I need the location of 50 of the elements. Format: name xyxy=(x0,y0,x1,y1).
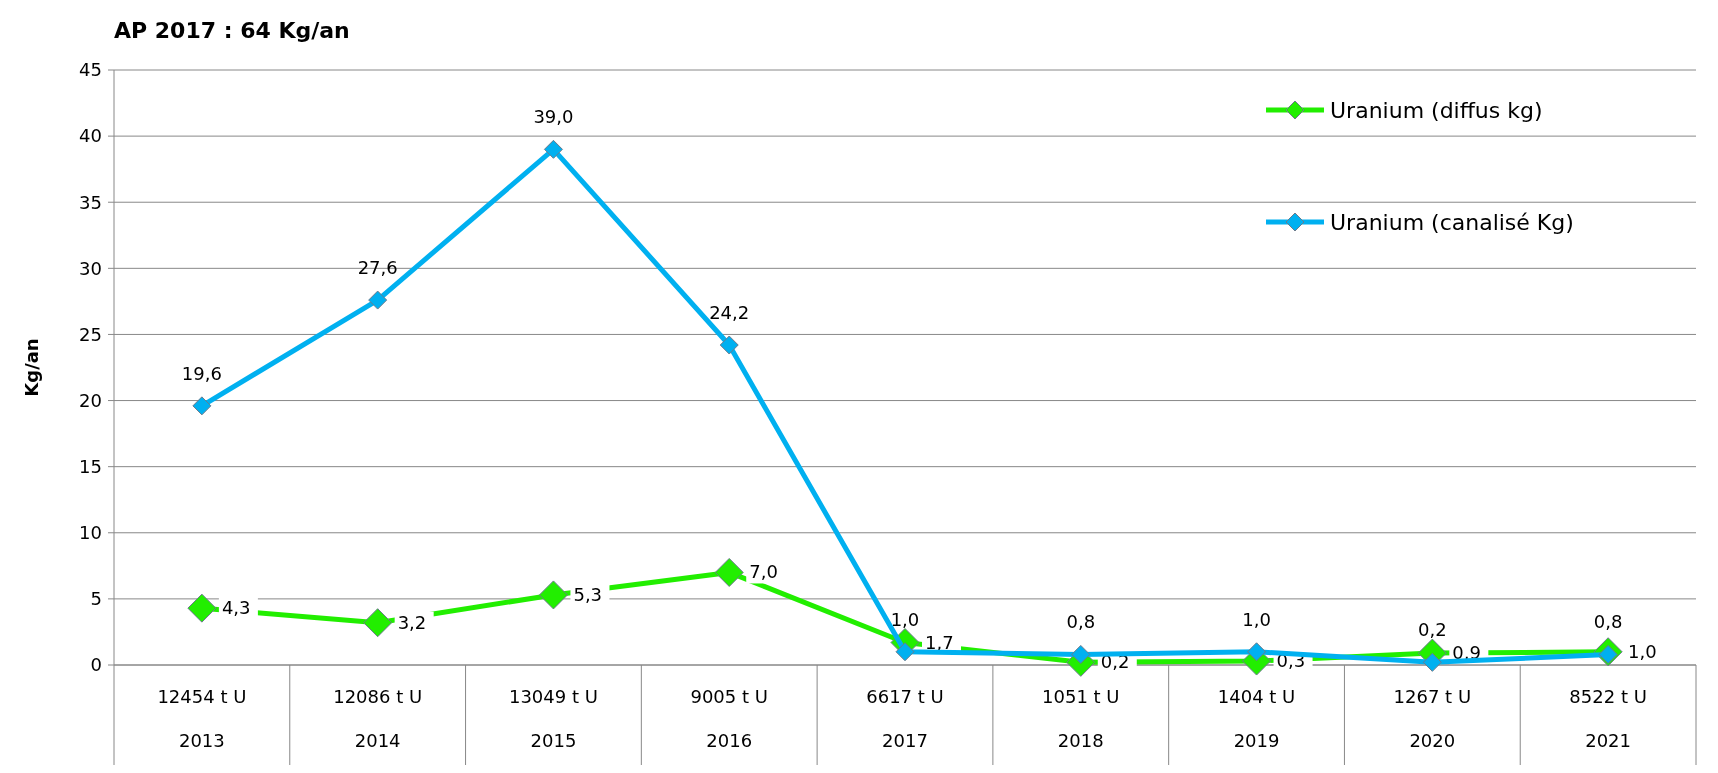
data-label: 27,6 xyxy=(357,257,398,279)
category-label: 12454 t U 2013 xyxy=(157,686,247,751)
data-label: 3,2 xyxy=(397,611,427,633)
data-label: 0,8 xyxy=(1066,611,1096,633)
data-label: 39,0 xyxy=(533,106,574,128)
data-label: 1,0 xyxy=(890,608,920,630)
chart-title: AP 2017 : 64 Kg/an xyxy=(114,18,350,43)
y-tick-label: 35 xyxy=(79,191,102,213)
category-label: 9005 t U 2016 xyxy=(690,686,768,751)
category-label: 6617 t U 2017 xyxy=(866,686,944,751)
data-label: 1,7 xyxy=(925,631,954,653)
data-label: 0,8 xyxy=(1593,611,1623,633)
legend-label: Uranium (canalisé Kg) xyxy=(1330,209,1574,235)
point xyxy=(1071,644,1091,664)
point xyxy=(1247,642,1267,662)
data-label: 1,0 xyxy=(1242,608,1271,630)
category-label: 1051 t U 2018 xyxy=(1042,686,1120,751)
y-tick-label: 10 xyxy=(79,522,102,544)
category-label: 1267 t U 2020 xyxy=(1393,686,1472,751)
point xyxy=(1422,652,1442,672)
point xyxy=(538,580,568,610)
data-label: 1,0 xyxy=(1628,640,1657,662)
point xyxy=(192,396,212,416)
data-label: 24,2 xyxy=(709,302,750,324)
category-label: 13049 t U 2015 xyxy=(508,686,598,751)
y-tick-label: 5 xyxy=(90,588,102,610)
point xyxy=(714,557,744,587)
legend-label: Uranium (diffus kg) xyxy=(1330,97,1543,123)
data-label: 7,0 xyxy=(749,561,778,583)
y-tick-label: 15 xyxy=(79,455,102,477)
y-axis-title: Kg/an xyxy=(21,338,42,397)
data-label: 19,6 xyxy=(181,362,222,384)
point xyxy=(543,139,563,159)
point xyxy=(719,335,739,355)
y-tick-label: 20 xyxy=(79,389,102,411)
category-label: 12086 t U 2014 xyxy=(333,686,423,751)
y-tick-label: 25 xyxy=(79,323,102,345)
point xyxy=(363,608,393,638)
point xyxy=(187,593,217,623)
point xyxy=(368,290,388,310)
point xyxy=(895,642,915,662)
y-tick-label: 0 xyxy=(90,654,102,676)
category-label: 1404 t U 2019 xyxy=(1217,686,1296,751)
data-label: 5,3 xyxy=(573,583,603,605)
y-tick-label: 30 xyxy=(79,257,102,279)
data-label: 0,2 xyxy=(1418,619,1447,641)
category-label: 8522 t U 2021 xyxy=(1569,686,1647,751)
y-tick-label: 45 xyxy=(79,59,102,81)
y-tick-label: 40 xyxy=(79,125,102,147)
data-label: 4,3 xyxy=(221,597,251,619)
